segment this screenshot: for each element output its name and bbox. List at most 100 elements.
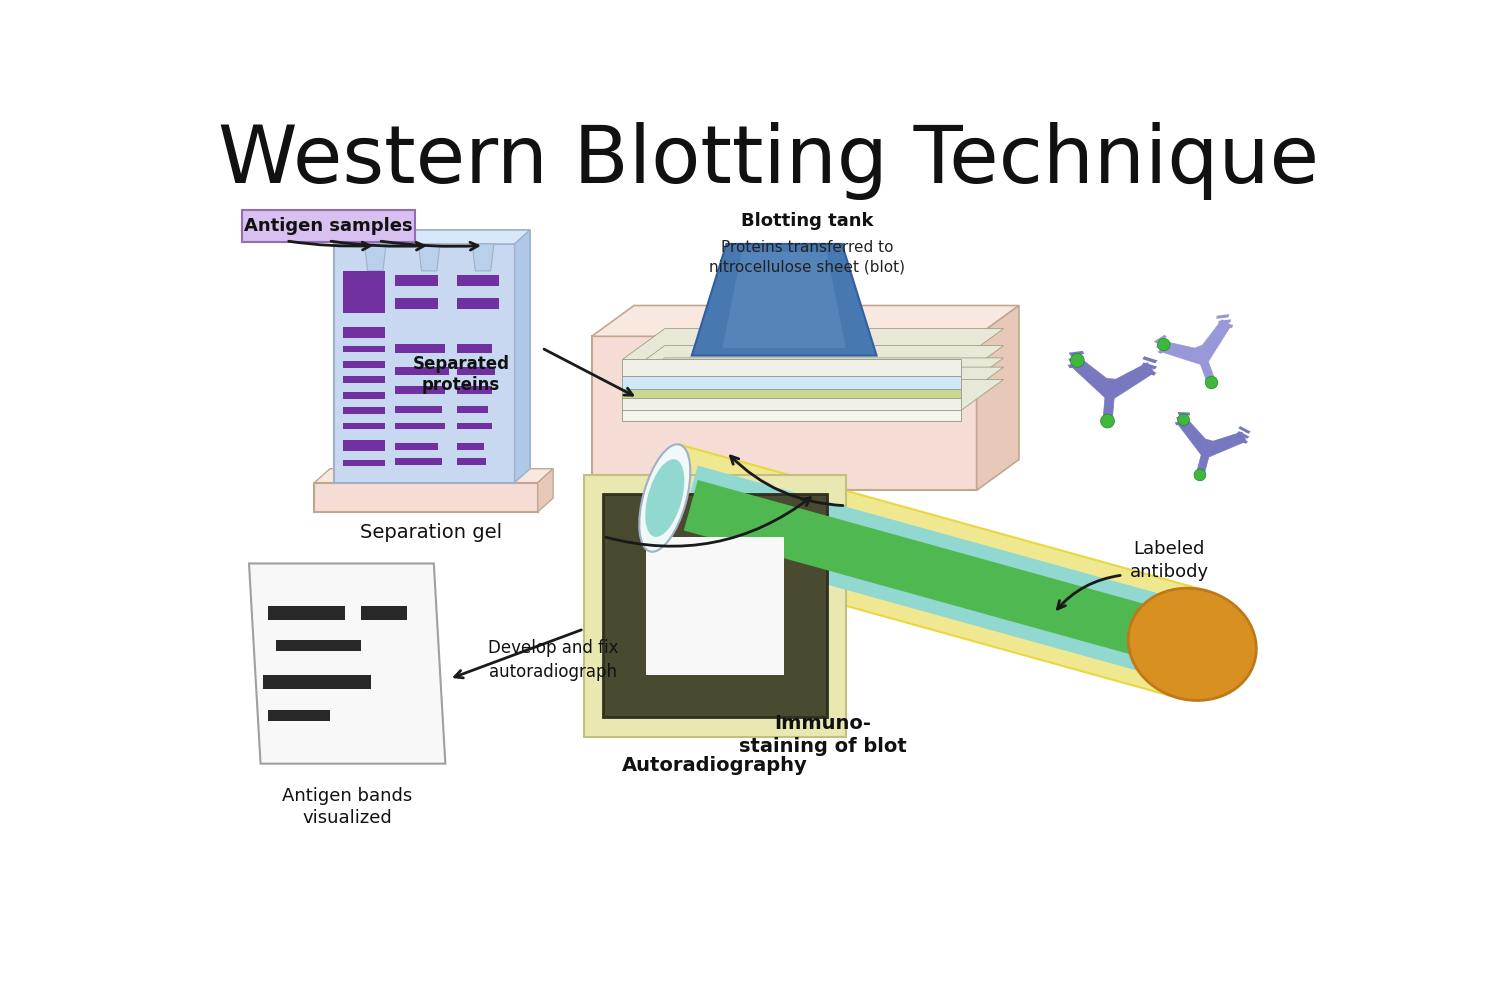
Polygon shape [1196, 440, 1214, 476]
Bar [396, 423, 445, 430]
Bar [344, 361, 386, 368]
FancyArrowPatch shape [730, 456, 843, 506]
Bar [344, 327, 386, 338]
Bar [396, 405, 441, 412]
Polygon shape [1238, 432, 1250, 439]
Polygon shape [1142, 362, 1156, 369]
FancyArrowPatch shape [544, 349, 633, 395]
Text: Blotting tank: Blotting tank [741, 212, 873, 229]
Polygon shape [584, 475, 846, 736]
Polygon shape [1236, 437, 1248, 444]
Text: Separated
proteins: Separated proteins [413, 355, 510, 394]
Text: Autoradiography: Autoradiography [622, 756, 807, 775]
Polygon shape [684, 480, 1148, 655]
Polygon shape [1068, 351, 1084, 356]
Bar [276, 641, 360, 651]
Polygon shape [976, 306, 1018, 490]
Bar [344, 345, 386, 352]
Text: Antigen samples: Antigen samples [244, 217, 412, 235]
Polygon shape [1220, 325, 1233, 329]
Text: Western Blotting Technique: Western Blotting Technique [219, 122, 1320, 200]
Polygon shape [333, 243, 514, 483]
Text: Separation gel: Separation gel [360, 523, 503, 542]
Polygon shape [514, 230, 529, 483]
FancyArrowPatch shape [381, 241, 478, 250]
Polygon shape [1114, 363, 1155, 398]
FancyArrowPatch shape [1058, 575, 1120, 609]
Polygon shape [1154, 335, 1167, 343]
Bar [344, 441, 386, 451]
Bar [268, 606, 345, 620]
Polygon shape [1160, 341, 1200, 364]
Bar [268, 710, 330, 720]
Polygon shape [1178, 412, 1190, 415]
Polygon shape [692, 243, 876, 355]
Bar [458, 443, 484, 450]
Polygon shape [645, 536, 784, 675]
Text: Develop and fix
autoradiograph: Develop and fix autoradiograph [488, 639, 618, 680]
Ellipse shape [1206, 376, 1218, 388]
Polygon shape [1218, 319, 1231, 324]
Ellipse shape [1071, 353, 1084, 367]
Bar [622, 388, 962, 398]
Polygon shape [622, 379, 1004, 410]
FancyArrowPatch shape [288, 241, 370, 249]
Bar [458, 458, 486, 465]
Bar [396, 443, 438, 450]
Bar [360, 606, 407, 620]
Polygon shape [676, 466, 1158, 671]
Polygon shape [1068, 357, 1083, 362]
Bar [458, 275, 500, 286]
Bar [344, 376, 386, 383]
Polygon shape [622, 358, 1004, 388]
Polygon shape [650, 445, 1208, 698]
Bar [344, 407, 386, 414]
Ellipse shape [1128, 589, 1257, 700]
Ellipse shape [1194, 469, 1206, 481]
Polygon shape [1102, 378, 1116, 422]
Polygon shape [1174, 423, 1188, 426]
Polygon shape [622, 367, 1004, 398]
Polygon shape [622, 345, 1004, 376]
Polygon shape [723, 252, 846, 348]
Polygon shape [1203, 320, 1231, 361]
Polygon shape [538, 469, 554, 512]
Polygon shape [350, 230, 530, 469]
Bar [458, 386, 492, 394]
Bar [262, 675, 370, 689]
Polygon shape [315, 483, 538, 512]
Polygon shape [1176, 417, 1190, 421]
Bar [396, 386, 445, 394]
Ellipse shape [645, 459, 684, 537]
Polygon shape [364, 243, 386, 271]
Polygon shape [1158, 345, 1170, 354]
Bar [458, 344, 492, 353]
Text: Labeled
antibody: Labeled antibody [1130, 540, 1209, 580]
Bar [344, 391, 386, 398]
Bar [344, 271, 386, 313]
Bar [622, 359, 962, 376]
Polygon shape [315, 469, 554, 483]
Bar [344, 423, 386, 430]
Bar [622, 376, 962, 388]
Polygon shape [333, 230, 530, 243]
Text: Immuno-
staining of blot: Immuno- staining of blot [740, 713, 906, 757]
Polygon shape [1142, 368, 1156, 375]
FancyArrowPatch shape [332, 241, 424, 250]
Bar [396, 344, 445, 353]
Polygon shape [603, 494, 826, 717]
Ellipse shape [1178, 413, 1190, 426]
Bar [458, 423, 492, 430]
Bar [396, 275, 438, 286]
Polygon shape [1194, 345, 1215, 384]
Polygon shape [1068, 363, 1083, 368]
Text: Antigen bands
visualized: Antigen bands visualized [282, 787, 412, 827]
Polygon shape [622, 329, 1004, 359]
Bar [622, 398, 962, 410]
Polygon shape [1143, 356, 1158, 363]
FancyBboxPatch shape [242, 210, 414, 242]
Ellipse shape [639, 445, 690, 551]
Bar [458, 367, 495, 375]
Bar [622, 410, 962, 422]
Polygon shape [419, 243, 440, 271]
